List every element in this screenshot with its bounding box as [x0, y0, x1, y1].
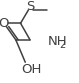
Text: O: O — [0, 17, 8, 30]
Text: NH: NH — [47, 35, 67, 48]
Text: S: S — [27, 0, 35, 13]
Text: OH: OH — [21, 63, 42, 76]
Text: 2: 2 — [60, 40, 66, 50]
